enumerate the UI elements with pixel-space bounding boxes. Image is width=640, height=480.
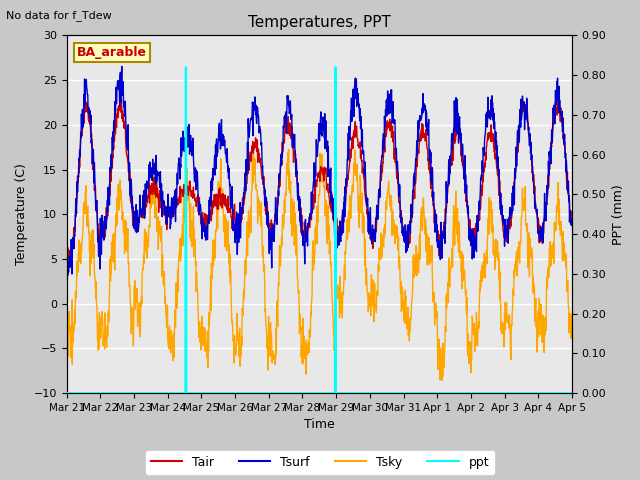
Y-axis label: PPT (mm): PPT (mm) xyxy=(612,184,625,245)
X-axis label: Time: Time xyxy=(304,419,335,432)
Legend: Tair, Tsurf, Tsky, ppt: Tair, Tsurf, Tsky, ppt xyxy=(146,451,494,474)
Text: BA_arable: BA_arable xyxy=(77,46,147,59)
Title: Temperatures, PPT: Temperatures, PPT xyxy=(248,15,391,30)
Text: No data for f_Tdew: No data for f_Tdew xyxy=(6,10,112,21)
Y-axis label: Temperature (C): Temperature (C) xyxy=(15,163,28,265)
